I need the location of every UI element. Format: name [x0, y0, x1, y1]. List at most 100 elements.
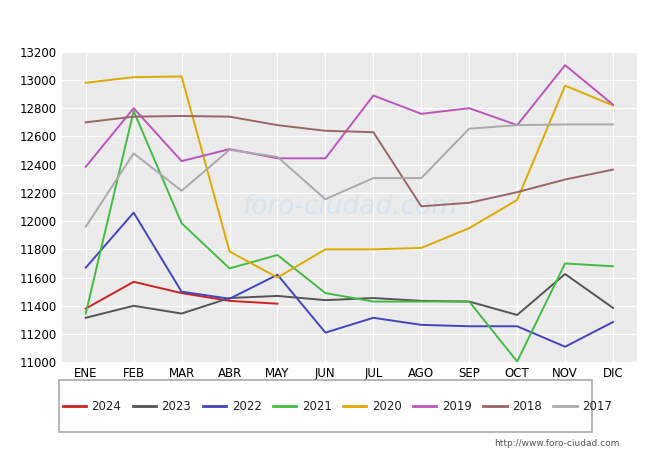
- 2022: [369, 315, 377, 320]
- Text: http://www.foro-ciudad.com: http://www.foro-ciudad.com: [494, 439, 619, 448]
- 2019: [369, 93, 377, 98]
- Text: 2020: 2020: [372, 400, 402, 413]
- 2017: [514, 122, 521, 128]
- 2020: [561, 83, 569, 88]
- Text: 2017: 2017: [582, 400, 612, 413]
- 2018: [417, 203, 425, 209]
- 2017: [130, 151, 138, 156]
- Text: 2022: 2022: [231, 400, 261, 413]
- 2017: [561, 122, 569, 127]
- Text: Afiliados en Martos a 31/5/2024: Afiliados en Martos a 31/5/2024: [181, 14, 469, 33]
- 2019: [514, 122, 521, 128]
- 2023: [465, 299, 473, 304]
- 2020: [322, 247, 330, 252]
- Line: 2023: 2023: [86, 274, 613, 318]
- 2021: [82, 311, 90, 316]
- 2023: [82, 315, 90, 320]
- 2021: [130, 108, 138, 114]
- 2023: [130, 303, 138, 309]
- 2022: [322, 330, 330, 335]
- Text: 2019: 2019: [442, 400, 472, 413]
- 2021: [561, 261, 569, 266]
- 2023: [322, 297, 330, 303]
- 2017: [177, 188, 185, 194]
- 2019: [226, 146, 233, 152]
- 2017: [417, 176, 425, 181]
- 2023: [417, 298, 425, 304]
- Text: 2023: 2023: [162, 400, 191, 413]
- Line: 2020: 2020: [86, 76, 613, 278]
- 2021: [322, 290, 330, 296]
- 2021: [226, 266, 233, 271]
- 2022: [274, 272, 281, 278]
- 2023: [609, 305, 617, 310]
- 2020: [465, 225, 473, 231]
- 2020: [369, 247, 377, 252]
- Text: 2018: 2018: [512, 400, 541, 413]
- 2018: [514, 189, 521, 195]
- Text: 2024: 2024: [92, 400, 122, 413]
- 2017: [322, 197, 330, 202]
- 2021: [177, 220, 185, 226]
- 2017: [369, 176, 377, 181]
- Line: 2022: 2022: [86, 213, 613, 346]
- 2022: [226, 296, 233, 302]
- 2021: [514, 359, 521, 364]
- 2019: [177, 158, 185, 164]
- Line: 2021: 2021: [86, 111, 613, 361]
- 2022: [465, 324, 473, 329]
- 2019: [465, 105, 473, 111]
- Line: 2024: 2024: [86, 282, 278, 309]
- 2023: [369, 295, 377, 301]
- 2022: [561, 344, 569, 349]
- 2019: [82, 164, 90, 170]
- 2020: [177, 74, 185, 79]
- 2023: [274, 293, 281, 299]
- 2019: [274, 156, 281, 161]
- 2018: [561, 177, 569, 182]
- 2024: [130, 279, 138, 284]
- 2020: [417, 245, 425, 251]
- 2020: [130, 74, 138, 80]
- 2018: [369, 130, 377, 135]
- 2019: [417, 111, 425, 117]
- 2018: [177, 113, 185, 119]
- 2022: [417, 322, 425, 328]
- 2020: [514, 197, 521, 202]
- Line: 2019: 2019: [86, 65, 613, 167]
- 2018: [465, 200, 473, 206]
- 2024: [82, 306, 90, 311]
- 2021: [274, 252, 281, 258]
- 2024: [226, 298, 233, 304]
- 2020: [609, 103, 617, 108]
- 2017: [226, 147, 233, 153]
- 2018: [609, 167, 617, 172]
- 2018: [82, 120, 90, 125]
- 2022: [609, 320, 617, 325]
- 2018: [226, 114, 233, 119]
- 2021: [609, 264, 617, 269]
- 2022: [514, 324, 521, 329]
- Line: 2018: 2018: [86, 116, 613, 206]
- 2023: [514, 312, 521, 318]
- 2017: [465, 126, 473, 131]
- 2019: [609, 102, 617, 108]
- 2020: [82, 80, 90, 86]
- 2020: [274, 275, 281, 280]
- 2017: [82, 224, 90, 230]
- 2017: [609, 122, 617, 127]
- Text: 2021: 2021: [302, 400, 332, 413]
- 2018: [322, 128, 330, 134]
- 2019: [130, 105, 138, 111]
- 2022: [177, 289, 185, 294]
- 2022: [130, 210, 138, 216]
- 2018: [274, 122, 281, 128]
- Text: foro-ciudad.com: foro-ciudad.com: [242, 194, 457, 220]
- 2021: [417, 299, 425, 304]
- 2018: [130, 114, 138, 119]
- 2023: [226, 295, 233, 301]
- 2024: [274, 301, 281, 306]
- 2023: [177, 311, 185, 316]
- 2023: [561, 271, 569, 277]
- Line: 2017: 2017: [86, 125, 613, 227]
